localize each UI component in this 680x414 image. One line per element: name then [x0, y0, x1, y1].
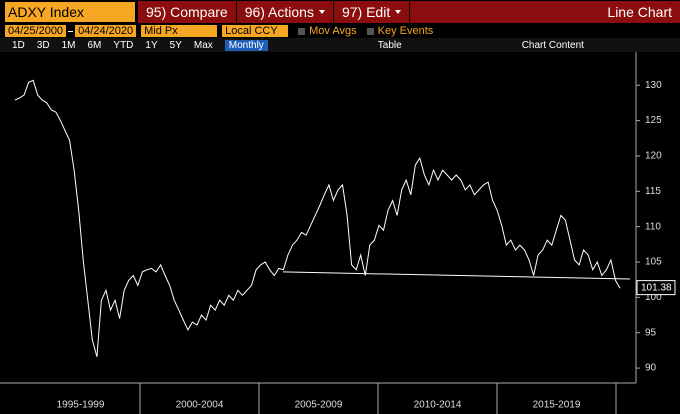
arrow — [395, 10, 402, 14]
label: 95) Compare — [146, 4, 228, 20]
range-button[interactable]: 1M — [61, 39, 76, 51]
label: 97) Edit — [341, 4, 391, 20]
range-button[interactable]: Max — [193, 39, 213, 51]
key-events[interactable]: Key Events — [377, 25, 434, 37]
x-period-label: 2010-2014 — [414, 400, 462, 411]
dash — [68, 30, 74, 32]
end-date[interactable]: 04/24/2020 — [75, 25, 137, 37]
y-tick-label: 120 — [645, 151, 662, 162]
checkbox[interactable] — [366, 27, 374, 35]
x-period-label: 2015-2019 — [533, 400, 581, 411]
range-button[interactable]: YTD — [113, 39, 134, 51]
label: 96) Actions — [244, 4, 314, 20]
range-bar: 1D 3D 1M 6M YTD 1Y 5Y Max Monthly Table Chart C… — [0, 38, 680, 52]
y-tick-label: 110 — [645, 221, 661, 232]
security-field[interactable]: ADXY Index — [5, 2, 135, 22]
arrow — [318, 10, 325, 14]
y-tick-label: 90 — [645, 363, 657, 374]
x-period-label: 1995-1999 — [57, 400, 105, 411]
y-tick-label: 100 — [645, 292, 662, 303]
y-tick-label: 130 — [645, 80, 662, 91]
ranges: 1D 3D 1M 6M YTD 1Y 5Y Max — [6, 40, 219, 51]
settings-bar: 04/25/2000 04/24/2020 Mid Px Local CCY M… — [0, 24, 680, 38]
view-label: Line Chart — [607, 4, 672, 20]
trendline — [282, 271, 631, 280]
compare-button[interactable]: 95) Compare — [138, 1, 237, 23]
currency-select[interactable]: Local CCY — [222, 25, 289, 37]
x-period-label: 2005-2009 — [295, 400, 343, 411]
checkbox[interactable] — [298, 27, 306, 35]
actions-button[interactable]: 96) Actions — [237, 1, 334, 23]
price-line — [14, 79, 621, 357]
y-tick-label: 125 — [645, 115, 662, 126]
x-period-label: 2000-2004 — [176, 400, 224, 411]
start-date[interactable]: 04/25/2000 — [5, 25, 67, 37]
mov-avgs[interactable]: Mov Avgs — [309, 25, 357, 37]
table-button[interactable]: Table — [377, 39, 402, 51]
title-bar: ADXY Index 95) Compare 96) Actions 97) E… — [0, 0, 680, 24]
y-tick-label: 105 — [645, 257, 662, 268]
field-select[interactable]: Mid Px — [141, 25, 218, 37]
range-button[interactable]: 6M — [87, 39, 102, 51]
last-value-box — [636, 280, 676, 296]
edit-button[interactable]: 97) Edit — [334, 1, 411, 23]
frequency-select[interactable]: Monthly — [224, 39, 268, 51]
range-button[interactable]: 1Y — [145, 39, 158, 51]
chart-content-button[interactable]: Chart Content — [521, 39, 584, 51]
range-button[interactable]: 5Y — [169, 39, 182, 51]
chart: 90 95 100 105 110 115 120 125 130 1995-1999 2000-2… — [0, 52, 676, 414]
menu-bar: 95) Compare 96) Actions 97) Edit Line Ch… — [138, 1, 680, 23]
y-tick-label: 95 — [645, 327, 657, 338]
range-button[interactable]: 3D — [36, 39, 50, 51]
y-tick-label: 115 — [645, 186, 661, 197]
range-button[interactable]: 1D — [12, 39, 25, 51]
last-value-label: 101.38 — [641, 282, 672, 293]
